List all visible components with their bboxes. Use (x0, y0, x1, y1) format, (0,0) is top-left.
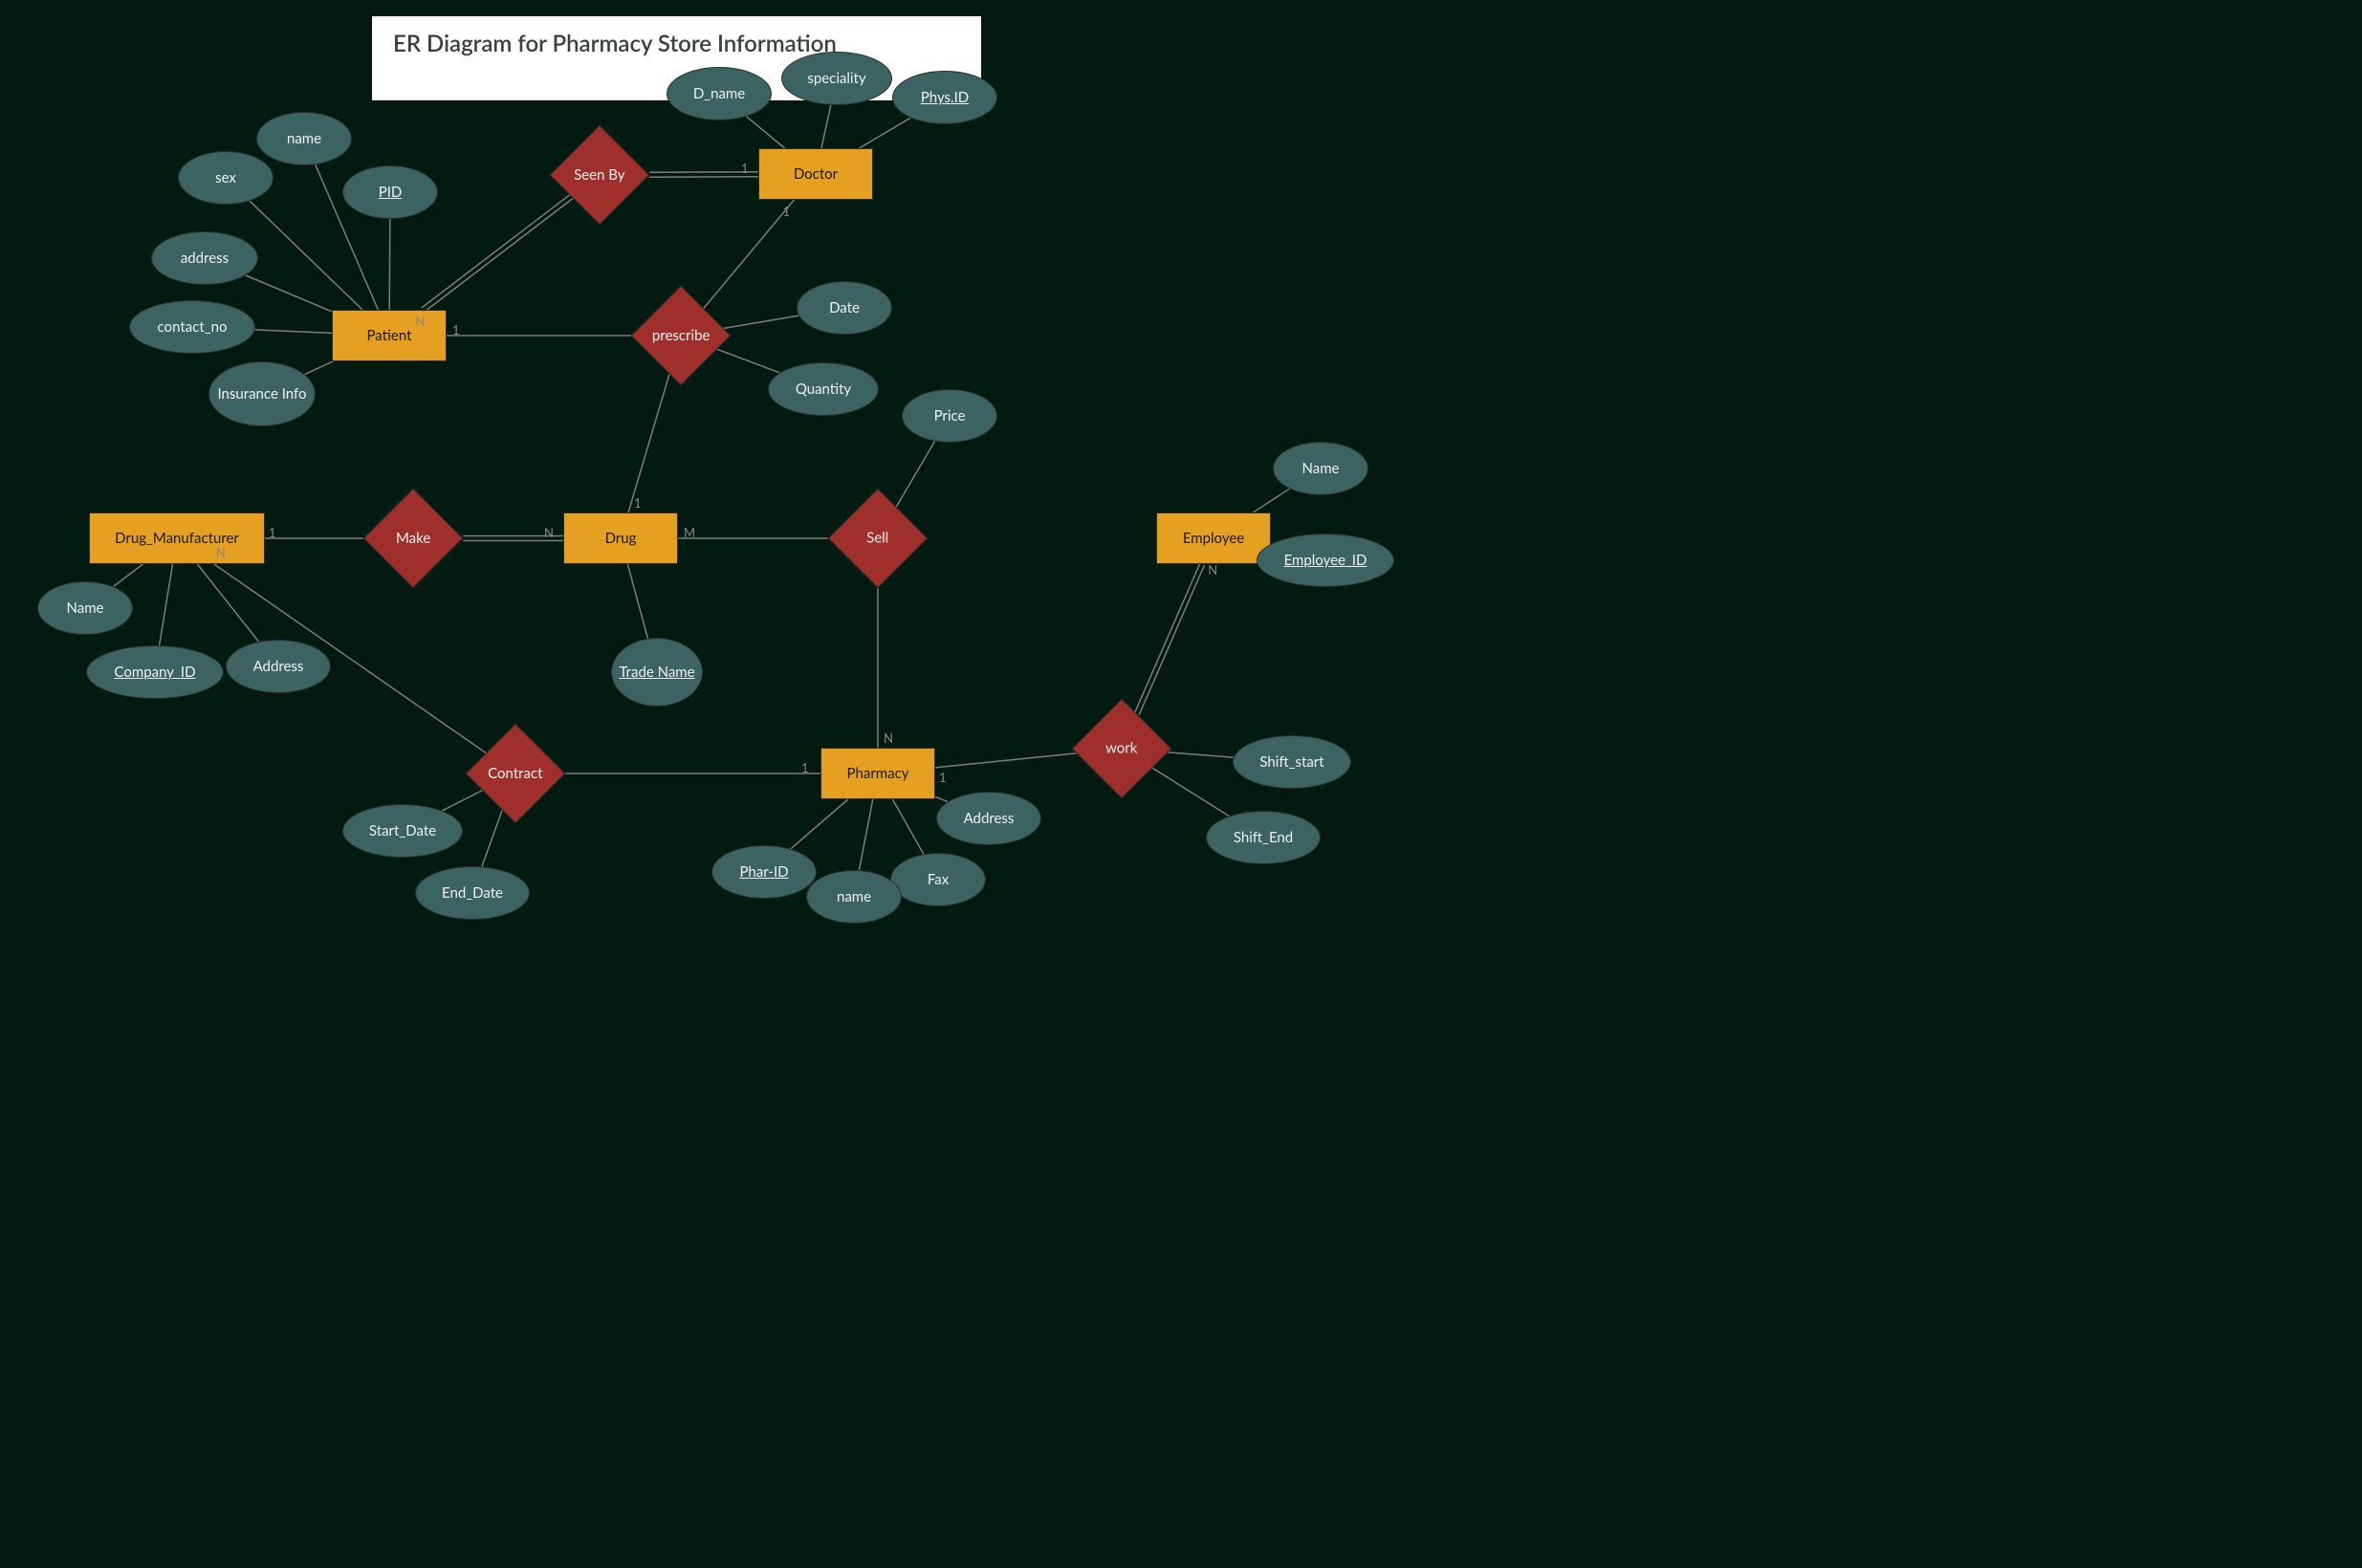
relationship-seenby: Seen By (550, 125, 650, 226)
attribute-sell_price: Price (902, 389, 997, 443)
attribute-mfr_cid: Company_ID (86, 645, 224, 699)
attribute-con_end: End_Date (415, 866, 530, 920)
cardinality-label: 1 (801, 760, 809, 775)
cardinality-label: 1 (741, 161, 749, 176)
attribute-con_start: Start_Date (342, 804, 463, 858)
entity-patient: Patient (332, 310, 447, 361)
attribute-work_end: Shift_End (1206, 811, 1321, 864)
relationship-work: work (1072, 699, 1172, 799)
edge-layer (0, 0, 1396, 926)
cardinality-label: 1 (452, 322, 460, 338)
attribute-emp_name: Name (1273, 442, 1368, 495)
attribute-pat_addr: address (151, 231, 258, 285)
attribute-doc_name: D_name (667, 67, 772, 120)
attribute-pat_name: name (256, 112, 352, 165)
cardinality-label: 1 (782, 204, 790, 219)
attribute-ph_id: Phar-ID (711, 845, 817, 899)
attribute-drug_tn: Trade Name (611, 638, 703, 707)
cardinality-label: N (884, 730, 893, 746)
attribute-presc_date: Date (797, 281, 892, 335)
entity-drug: Drug (563, 512, 678, 564)
cardinality-label: 1 (269, 525, 276, 540)
attribute-ph_name: name (806, 870, 902, 924)
attribute-doc_id: Phys.ID (892, 71, 997, 124)
attribute-presc_qty: Quantity (768, 362, 879, 416)
cardinality-label: 1 (634, 495, 642, 511)
entity-employee: Employee (1156, 512, 1271, 564)
attribute-pat_contact: contact_no (129, 300, 255, 354)
relationship-contract: Contract (466, 724, 566, 824)
attribute-mfr_addr: Address (226, 640, 331, 693)
cardinality-label: 1 (939, 770, 947, 785)
attribute-work_start: Shift_start (1233, 735, 1351, 789)
attribute-emp_id: Employee_ID (1257, 534, 1394, 587)
cardinality-label: N (415, 314, 425, 329)
attribute-pat_sex: sex (178, 151, 273, 205)
attribute-pat_ins: Insurance Info (208, 361, 316, 426)
attribute-mfr_name: Name (37, 581, 133, 635)
attribute-pat_pid: PID (342, 165, 438, 219)
attribute-ph_fax: Fax (890, 853, 986, 906)
relationship-make: Make (363, 489, 464, 589)
er-diagram-canvas: ER Diagram for Pharmacy Store Informatio… (0, 0, 1396, 926)
entity-drugmfr: Drug_Manufacturer (89, 512, 265, 564)
cardinality-label: M (684, 525, 695, 540)
attribute-doc_spec: speciality (781, 52, 892, 105)
cardinality-label: N (216, 545, 226, 560)
relationship-prescribe: prescribe (631, 286, 732, 386)
cardinality-label: N (1208, 562, 1217, 577)
relationship-sell: Sell (828, 489, 929, 589)
entity-doctor: Doctor (758, 148, 873, 200)
attribute-ph_addr: Address (936, 792, 1041, 845)
cardinality-label: N (544, 525, 554, 540)
entity-pharmacy: Pharmacy (820, 748, 935, 799)
